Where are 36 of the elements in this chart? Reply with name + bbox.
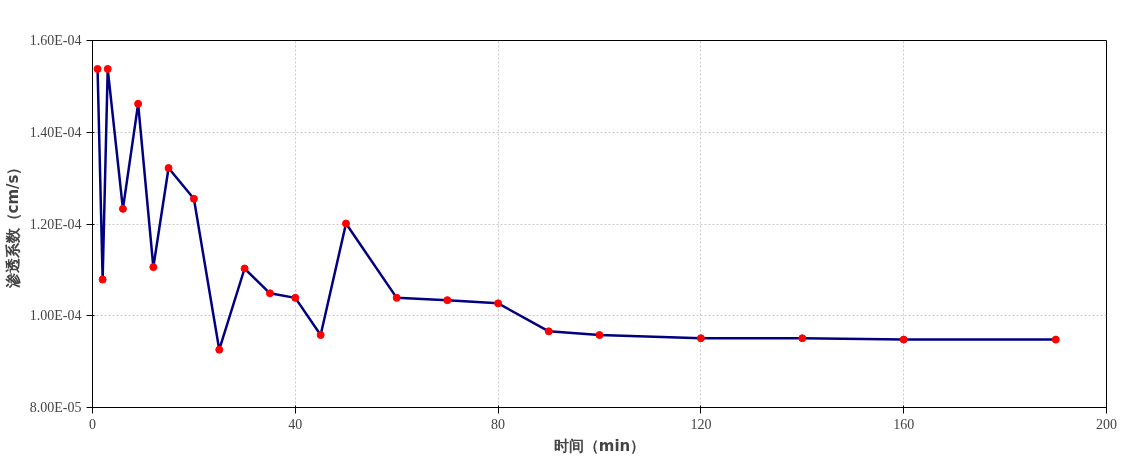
point xyxy=(392,293,401,302)
x-tick-label: 200 xyxy=(1096,416,1117,432)
point xyxy=(316,331,325,340)
point xyxy=(118,204,127,213)
y-tick-label: 1.00E-04 xyxy=(29,308,82,324)
y-tick-label: 8.00E-05 xyxy=(29,400,82,415)
y-axis-title: 渗透系数（cm/s） xyxy=(3,159,22,290)
point xyxy=(134,99,143,108)
point xyxy=(494,299,503,308)
point xyxy=(149,263,158,272)
point xyxy=(164,164,173,173)
point xyxy=(240,264,249,273)
point xyxy=(595,331,604,340)
x-tick-label: 160 xyxy=(893,416,915,432)
point xyxy=(899,335,908,344)
y-tick-label: 1.20E-04 xyxy=(29,216,82,232)
point xyxy=(291,293,300,302)
y-tick-label: 1.40E-04 xyxy=(29,124,82,140)
point xyxy=(798,334,807,343)
point xyxy=(544,327,553,336)
x-tick-label: 0 xyxy=(89,416,96,432)
x-tick-label: 80 xyxy=(491,416,506,432)
point xyxy=(443,296,452,305)
point xyxy=(215,345,224,354)
point xyxy=(265,289,274,298)
point xyxy=(189,194,198,203)
x-tick-label: 40 xyxy=(288,416,303,432)
x-tick-label: 120 xyxy=(690,416,712,432)
y-tick-label: 1.60E-04 xyxy=(29,33,82,48)
point xyxy=(98,275,107,284)
point xyxy=(103,64,112,73)
point xyxy=(93,64,102,73)
x-axis-title: 时间（min） xyxy=(553,436,646,455)
point xyxy=(696,334,705,343)
point xyxy=(1051,335,1060,344)
point xyxy=(342,219,350,228)
